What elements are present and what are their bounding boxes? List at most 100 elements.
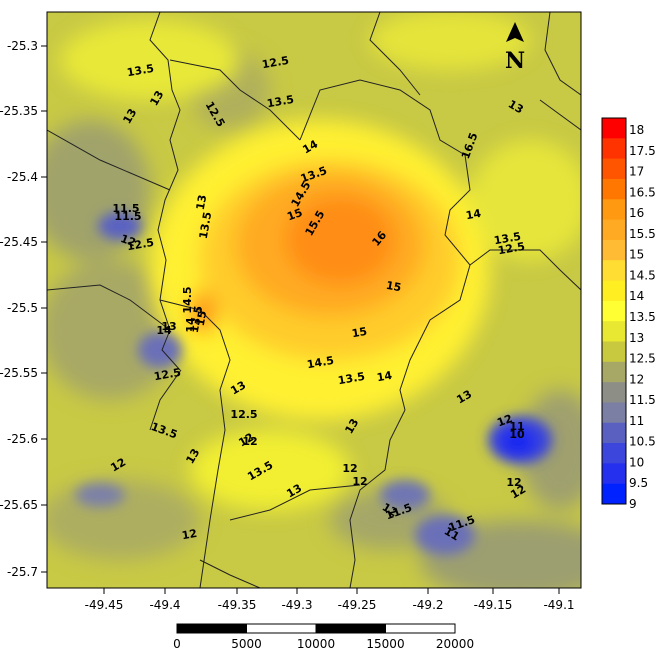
y-tick-label: -25.45 <box>0 235 38 249</box>
colorbar-label: 12.5 <box>629 352 656 366</box>
colorbar-label: 11.5 <box>629 393 656 407</box>
contour-label: 13.5 <box>493 230 522 248</box>
contour-label: 12 <box>495 412 514 429</box>
x-tick-label: -49.15 <box>474 598 513 612</box>
colorbar-swatch <box>602 219 626 241</box>
scale-bar-segment <box>385 623 456 634</box>
x-tick-label: -49.25 <box>338 598 377 612</box>
contour-label: 14.5 <box>306 354 335 372</box>
contour-label: 12.5 <box>153 366 182 384</box>
contour-label: 15 <box>194 310 209 327</box>
colorbar-swatch <box>602 199 626 221</box>
colorbar-swatch <box>602 321 626 342</box>
colorbar-label: 18 <box>629 123 644 137</box>
scale-bar-segment <box>176 623 247 634</box>
y-tick-label: -25.6 <box>7 432 38 446</box>
map-frame <box>46 11 582 589</box>
x-tick-label: -49.1 <box>543 598 574 612</box>
x-tick-label: -49.2 <box>412 598 443 612</box>
colorbar-swatch <box>602 260 626 282</box>
colorbar-swatch <box>602 158 626 180</box>
colorbar-label: 16 <box>629 206 644 220</box>
contour-label: 14.5 <box>181 286 194 313</box>
contour-label: 14 <box>156 324 172 337</box>
contour-label: 12 <box>181 527 198 542</box>
colorbar-swatch <box>602 178 626 200</box>
contour-label: 14 <box>184 317 197 333</box>
x-tick-label: -49.35 <box>218 598 257 612</box>
contour-label: 13.5 <box>197 211 215 240</box>
contour-label: 12.5 <box>230 408 257 421</box>
contour-label: 12 <box>119 232 138 249</box>
contour-label: 12 <box>352 475 367 488</box>
scale-bar-segment <box>246 623 317 634</box>
colorbar-label: 15.5 <box>629 227 656 241</box>
colorbar-swatch <box>602 422 626 444</box>
contour-label: 13.5 <box>337 370 366 388</box>
colorbar-swatch <box>602 138 626 160</box>
contour-label: 15 <box>385 279 402 294</box>
colorbar-swatch <box>602 443 626 464</box>
y-tick-label: -25.65 <box>0 498 38 512</box>
contour-label: 13 <box>194 194 209 211</box>
colorbar-label: 13.5 <box>629 310 656 324</box>
north-arrow-icon <box>506 22 524 42</box>
north-arrow: N <box>505 22 525 74</box>
colorbar-label: 17.5 <box>629 144 656 158</box>
contour-label: 15 <box>285 206 304 223</box>
contour-label: 11.5 <box>112 202 139 215</box>
contour-label: 12 <box>506 476 521 489</box>
y-tick-label: -25.7 <box>7 565 38 579</box>
y-tick-label: -25.55 <box>0 366 38 380</box>
colorbar-label: 15 <box>629 248 644 262</box>
contour-label: 12 <box>242 435 257 448</box>
colorbar-swatch <box>602 361 626 383</box>
cold-zones <box>75 212 552 555</box>
y-tick-label: -25.3 <box>7 39 38 53</box>
temperature-field <box>47 12 581 588</box>
colorbar-label: 13 <box>629 331 644 345</box>
municipal-boundaries <box>47 12 581 588</box>
contour-label: 13.5 <box>266 93 295 111</box>
x-tick-label: -49.45 <box>85 598 124 612</box>
colorbar-label: 14 <box>629 289 644 303</box>
colorbar-swatch <box>602 382 626 403</box>
colorbar-frame <box>601 117 627 505</box>
colorbar-label: 16.5 <box>629 185 656 199</box>
colorbar-swatch <box>602 239 626 261</box>
scale-bar-label: 20000 <box>436 637 474 651</box>
colorbar-label: 9.5 <box>629 476 648 490</box>
colorbar-swatch <box>602 341 626 363</box>
contour-label: 12 <box>342 462 357 475</box>
y-tick-label: -25.4 <box>7 170 38 184</box>
scale-bar-label: 15000 <box>366 637 404 651</box>
x-tick-label: -49.4 <box>149 598 180 612</box>
contour-label: 13.5 <box>126 62 155 80</box>
temperature-colorbar: 18 17.5 17 16.5 16 15.5 15 14.5 14 13.5 13 12.5 12 11… <box>601 117 656 511</box>
colorbar-swatch <box>602 300 626 322</box>
contour-label: 14 <box>376 369 394 385</box>
colorbar-label: 14.5 <box>629 268 656 282</box>
scale-bar-label: 10000 <box>297 637 335 651</box>
colorbar-label: 10 <box>629 455 644 469</box>
scale-bar-segment <box>315 623 386 634</box>
longitude-axis: -49.45 -49.4 -49.35 -49.3 -49.25 -49.2 -49.15 -… <box>85 588 575 612</box>
contour-label: 12.5 <box>261 54 290 72</box>
contour-label: 13.5 <box>188 305 206 334</box>
colorbar-label: 17 <box>629 165 644 179</box>
y-tick-label: -25.35 <box>0 104 38 118</box>
scale-bar-label: 5000 <box>231 637 262 651</box>
hot-zones <box>191 160 460 360</box>
north-label: N <box>505 48 525 74</box>
y-tick-label: -25.5 <box>7 301 38 315</box>
colorbar-swatch <box>602 402 626 424</box>
contour-label: 11 <box>509 420 524 433</box>
contour-label: 11.5 <box>114 210 141 223</box>
colorbar-label: 9 <box>629 497 637 511</box>
contour-label: 14 <box>465 207 483 223</box>
colorbar-swatch <box>602 280 626 302</box>
colorbar-swatch <box>602 463 626 485</box>
contour-label: 13 <box>161 320 176 333</box>
